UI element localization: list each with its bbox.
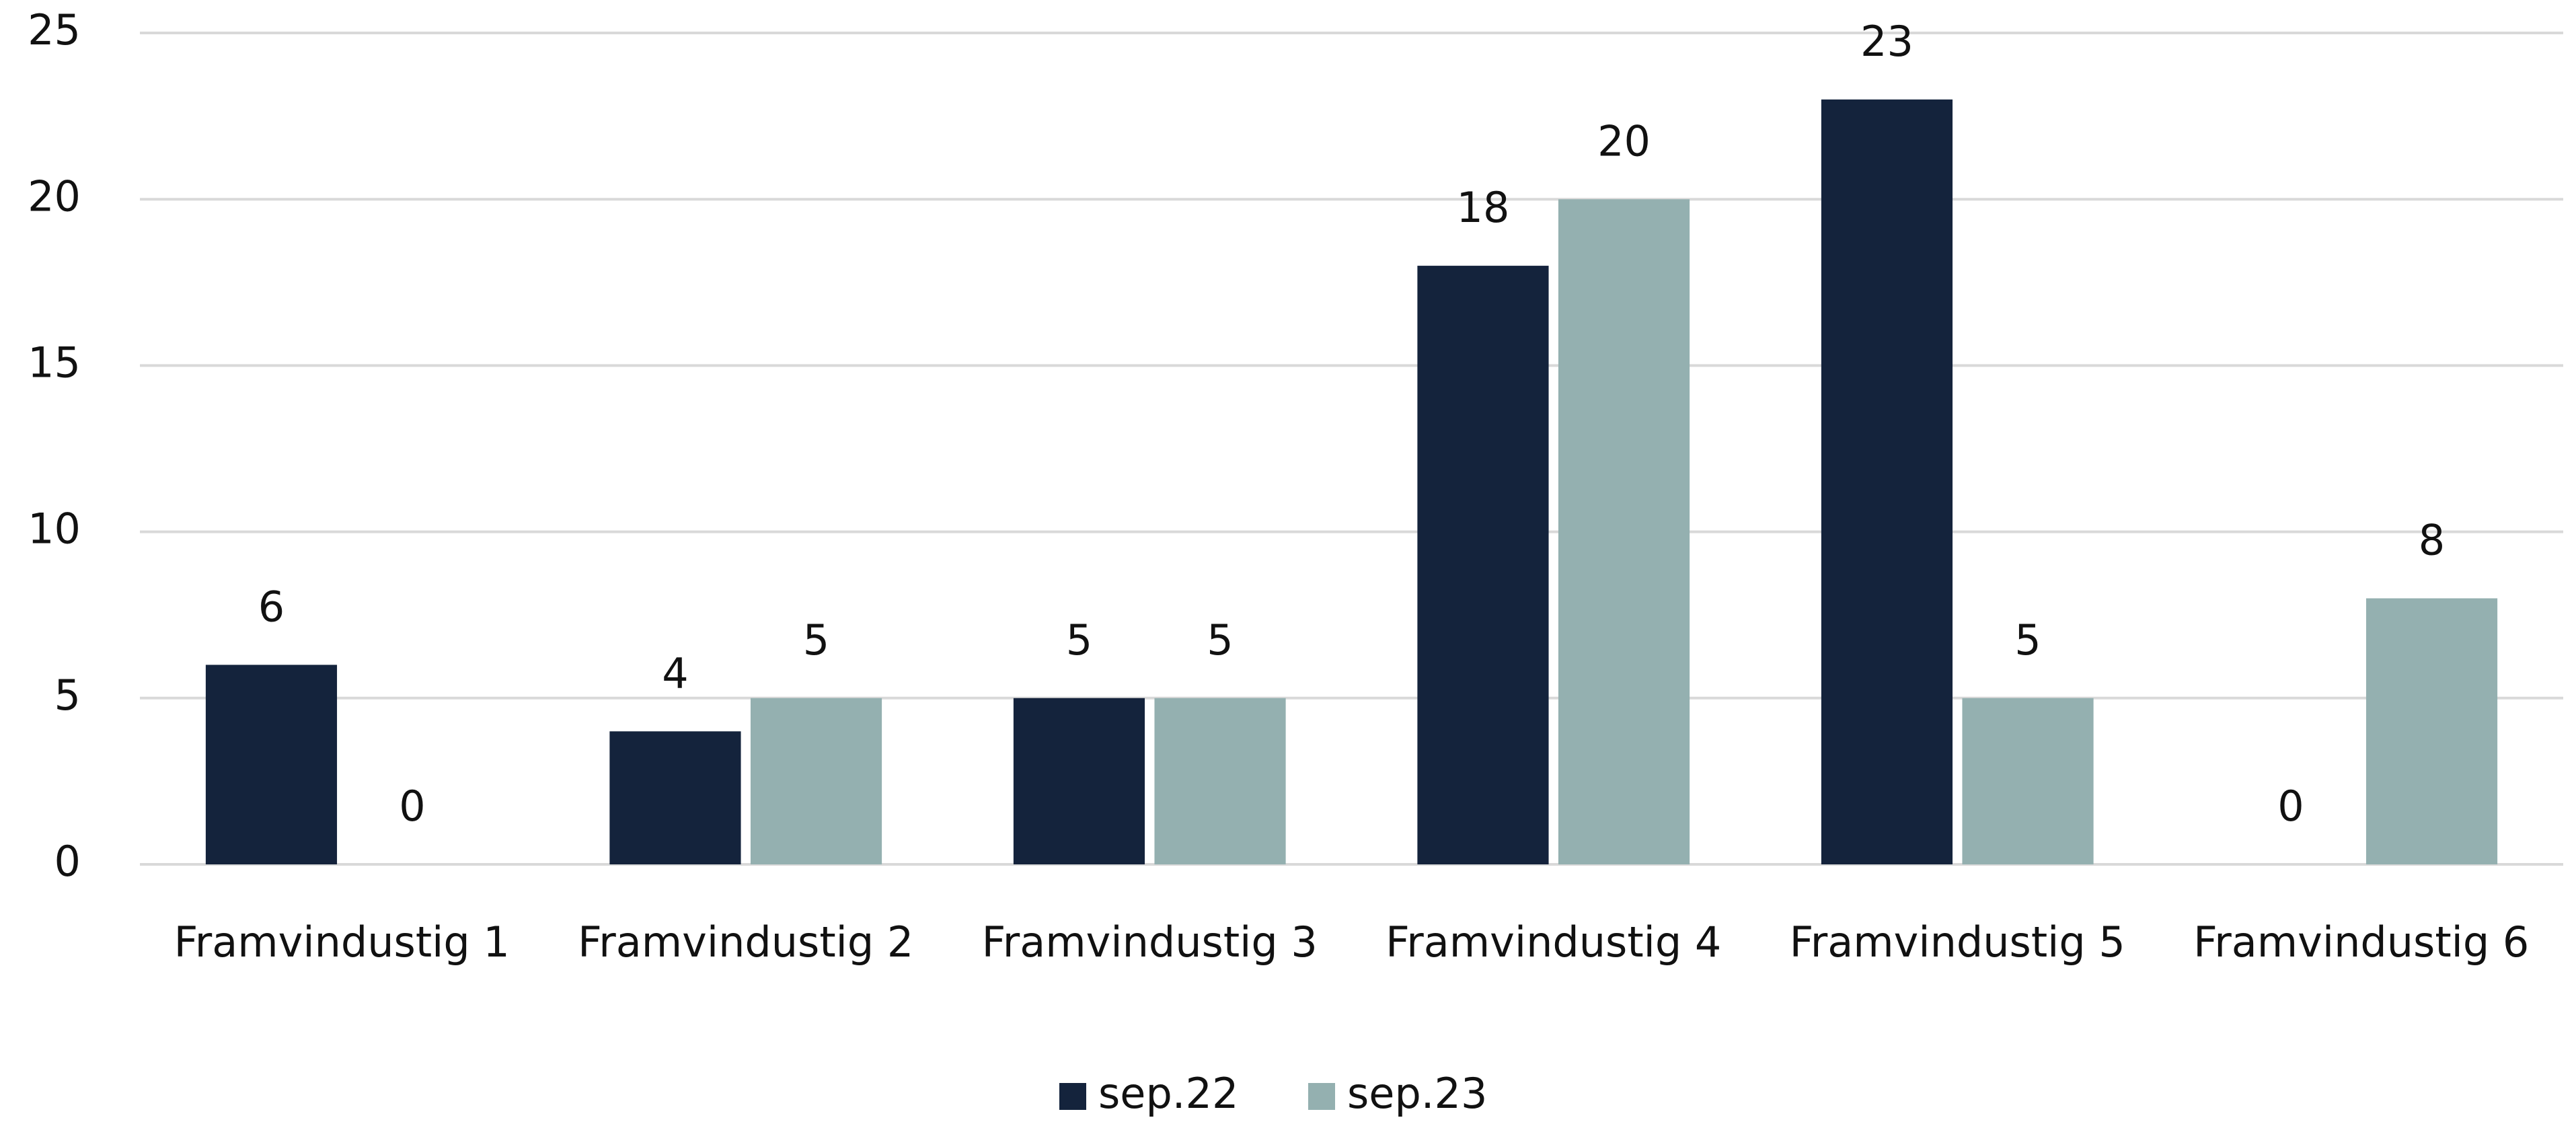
bar: [205, 665, 338, 864]
y-tick-label: 10: [28, 504, 81, 554]
data-label: 0: [399, 782, 425, 831]
bar: [750, 698, 882, 864]
data-label: 20: [1597, 116, 1651, 165]
bar: [1154, 698, 1286, 864]
bar: [1558, 199, 1690, 864]
legend-swatch: [1308, 1083, 1335, 1110]
data-label: 18: [1457, 183, 1510, 232]
data-label: 23: [1860, 17, 1914, 66]
bar: [1962, 698, 2094, 864]
data-label: 8: [2419, 516, 2445, 565]
data-label: 0: [2277, 782, 2304, 831]
data-label: 6: [258, 582, 285, 631]
data-label: 5: [803, 615, 829, 665]
x-tick-label: Framvindustig 3: [982, 918, 1318, 967]
bar: [1013, 698, 1145, 864]
x-tick-label: Framvindustig 4: [1386, 918, 1721, 967]
y-tick-label: 5: [54, 671, 81, 720]
x-tick-label: Framvindustig 6: [2193, 918, 2529, 967]
data-label: 5: [1207, 615, 1233, 665]
data-label: 5: [2014, 615, 2041, 665]
x-tick-label: Framvindustig 2: [578, 918, 913, 967]
y-tick-label: 15: [28, 338, 81, 387]
legend-label: sep.23: [1347, 1069, 1487, 1118]
bar: [1417, 266, 1549, 865]
x-tick-label: Framvindustig 1: [174, 918, 510, 967]
y-tick-label: 0: [54, 837, 81, 886]
y-tick-label: 20: [28, 172, 81, 221]
y-tick-label: 25: [28, 5, 81, 54]
bar: [2365, 598, 2498, 864]
bar: [1821, 99, 1953, 864]
bar: [609, 731, 741, 864]
legend-label: sep.22: [1098, 1069, 1238, 1118]
data-label: 5: [1066, 615, 1092, 665]
legend-swatch: [1059, 1083, 1086, 1110]
x-tick-label: Framvindustig 5: [1790, 918, 2125, 967]
data-label: 4: [662, 648, 688, 698]
